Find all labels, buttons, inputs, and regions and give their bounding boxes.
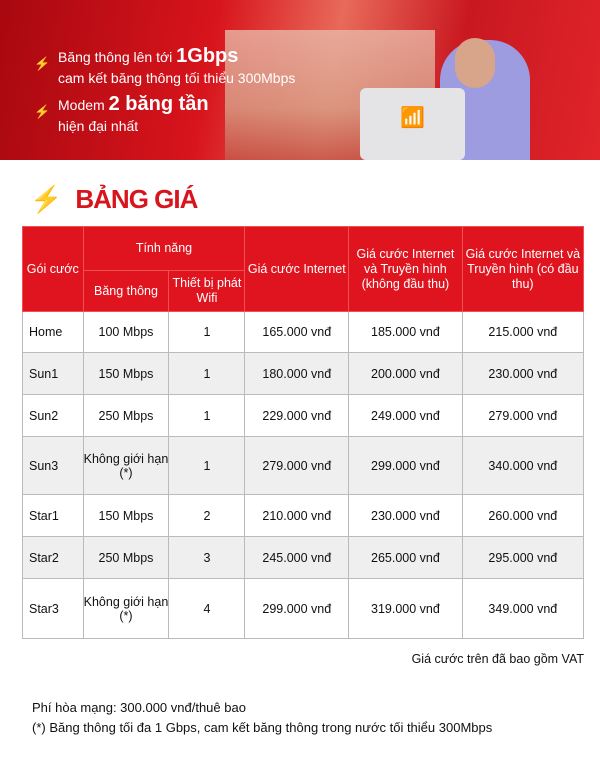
bolt-icon: ⚡	[34, 56, 51, 71]
table-cell: 245.000 vnđ	[244, 536, 350, 579]
header-tv-box: Giá cước Internet và Truyền hình (có đầu…	[461, 226, 585, 312]
header-package: Gói cước	[22, 226, 84, 312]
table-cell: 295.000 vnđ	[461, 536, 585, 579]
table-cell: 150 Mbps	[82, 352, 170, 395]
table-row: Sun2 250 Mbps 1 229.000 vnđ 249.000 vnđ 279.0…	[22, 394, 585, 437]
header-internet: Giá cước Internet	[244, 226, 350, 312]
table-cell: Không giới hạn (*)	[82, 436, 170, 495]
wifi-icon: 📶	[400, 107, 425, 129]
banner-line-4: hiện đại nhất	[58, 118, 139, 134]
table-row: Star3 Không giới hạn (*) 4 299.000 vnđ 319.0…	[22, 578, 585, 639]
table-cell: 150 Mbps	[82, 494, 170, 537]
table-row: Sun1 150 Mbps 1 180.000 vnđ 200.000 vnđ 230.0…	[22, 352, 585, 395]
table-cell: Sun3	[22, 436, 84, 495]
table-cell: 250 Mbps	[82, 536, 170, 579]
table-cell: 1	[168, 352, 246, 395]
person-head	[455, 38, 495, 88]
table-cell: 230.000 vnđ	[348, 494, 463, 537]
table-cell: Không giới hạn (*)	[82, 578, 170, 639]
footnote: (*) Băng thông tối đa 1 Gbps, cam kết bă…	[32, 720, 493, 735]
table-cell: 250 Mbps	[82, 394, 170, 437]
table-cell: 230.000 vnđ	[461, 352, 585, 395]
table-cell: Star3	[22, 578, 84, 639]
table-cell: 165.000 vnđ	[244, 311, 350, 353]
banner-line-2: cam kết băng thông tối thiểu 300Mbps	[58, 70, 296, 86]
table-cell: 299.000 vnđ	[348, 436, 463, 495]
bolt-icon: ⚡	[34, 104, 51, 119]
table-cell: Star2	[22, 536, 84, 579]
table-cell: 229.000 vnđ	[244, 394, 350, 437]
table-cell: Home	[22, 311, 84, 353]
table-cell: 200.000 vnđ	[348, 352, 463, 395]
table-cell: 299.000 vnđ	[244, 578, 350, 639]
table-cell: 180.000 vnđ	[244, 352, 350, 395]
header-wifi: Thiết bị phát Wifi	[168, 270, 246, 312]
table-cell: 265.000 vnđ	[348, 536, 463, 579]
promo-banner: 📶 ⚡ Băng thông lên tới 1Gbps cam kết băn…	[0, 0, 600, 160]
banner-line-1: Băng thông lên tới 1Gbps	[58, 45, 239, 67]
vat-note: Giá cước trên đã bao gồm VAT	[411, 652, 584, 666]
price-table: Gói cước Tính năng Giá cước Internet Giá…	[22, 226, 585, 639]
table-cell: 279.000 vnđ	[244, 436, 350, 495]
page-title: ⚡ BẢNG GIÁ	[30, 184, 198, 214]
table-cell: 100 Mbps	[82, 311, 170, 353]
table-row: Sun3 Không giới hạn (*) 1 279.000 vnđ 299.00…	[22, 436, 585, 495]
header-features: Tính năng	[82, 226, 246, 271]
header-tv-no-box: Giá cước Internet và Truyền hình (không …	[348, 226, 463, 312]
table-cell: 1	[168, 436, 246, 495]
table-cell: Star1	[22, 494, 84, 537]
table-row: Star1 150 Mbps 2 210.000 vnđ 230.000 vnđ 260.…	[22, 494, 585, 537]
table-row: Home 100 Mbps 1 165.000 vnđ 185.000 vnđ 215.0…	[22, 311, 585, 353]
table-cell: 249.000 vnđ	[348, 394, 463, 437]
connection-fee: Phí hòa mạng: 300.000 vnđ/thuê bao	[32, 700, 246, 715]
table-cell: 185.000 vnđ	[348, 311, 463, 353]
table-cell: 340.000 vnđ	[461, 436, 585, 495]
header-bandwidth: Băng thông	[82, 270, 170, 312]
table-cell: 260.000 vnđ	[461, 494, 585, 537]
table-cell: 1	[168, 311, 246, 353]
table-cell: 1	[168, 394, 246, 437]
table-cell: 279.000 vnđ	[461, 394, 585, 437]
table-cell: 4	[168, 578, 246, 639]
table-cell: 3	[168, 536, 246, 579]
table-cell: 349.000 vnđ	[461, 578, 585, 639]
table-row: Star2 250 Mbps 3 245.000 vnđ 265.000 vnđ 295.…	[22, 536, 585, 579]
table-cell: 210.000 vnđ	[244, 494, 350, 537]
table-cell: 319.000 vnđ	[348, 578, 463, 639]
table-cell: Sun2	[22, 394, 84, 437]
laptop-image	[360, 88, 465, 160]
table-cell: 215.000 vnđ	[461, 311, 585, 353]
table-cell: 2	[168, 494, 246, 537]
bolt-icon: ⚡	[30, 184, 62, 214]
table-cell: Sun1	[22, 352, 84, 395]
banner-line-3: Modem 2 băng tần	[58, 93, 209, 115]
